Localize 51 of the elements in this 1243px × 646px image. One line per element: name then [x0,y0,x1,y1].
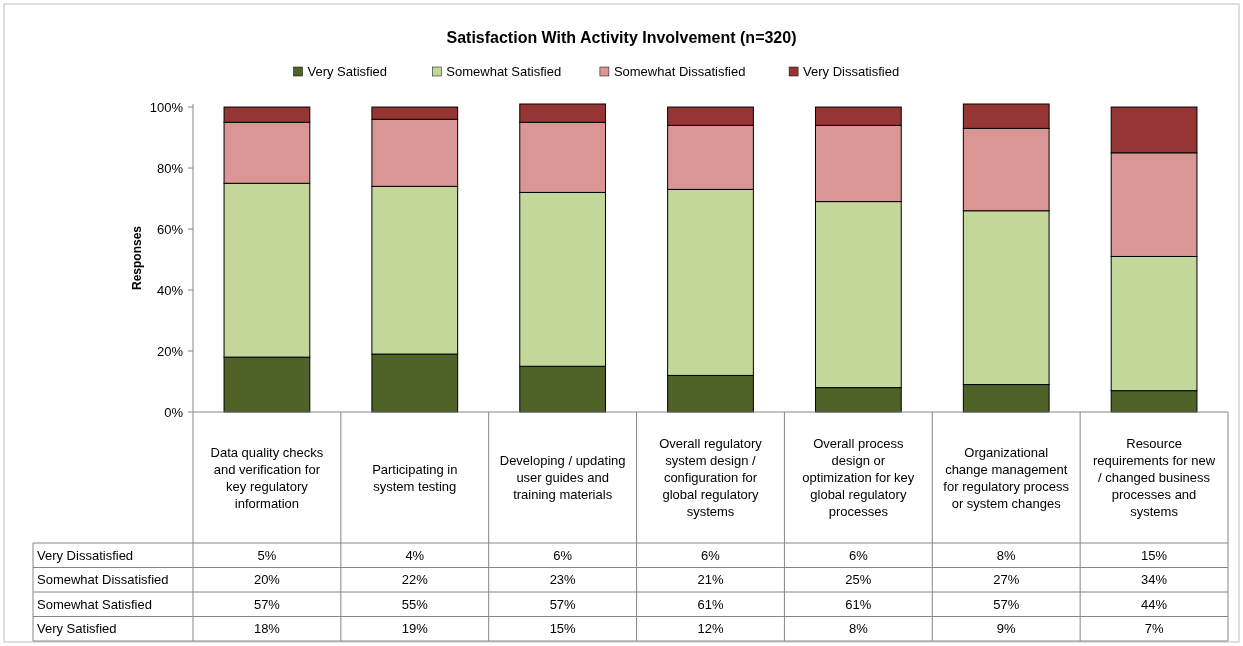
text: 4% [405,547,425,563]
text: 15% [549,621,576,637]
text: 6% [553,547,573,563]
text: 6% [848,547,868,563]
text: 6% [701,547,720,563]
text: Somewhat Dissatisfied [37,572,169,588]
x-tick-label: Data quality checks and verification for key regulatory information [210,444,324,511]
legend-label: Very Dissatisfied [803,64,900,79]
text: 55% [401,596,428,612]
y-tick-label: 40% [156,282,184,298]
text: 27% [993,572,1020,588]
text: Somewhat Satisfied [37,596,152,612]
text: Very Satisfied [37,621,117,637]
legend-label: Very Satisfied [307,64,387,79]
x-tick-label: Participating in system testing [372,461,458,494]
text: 19% [401,621,428,637]
y-axis-title: Responses [130,225,144,291]
y-tick-label: 80% [156,160,184,176]
text: 23% [549,572,576,588]
text: 8% [848,621,868,637]
y-tick-label: 100% [149,99,184,115]
text: 18% [253,621,280,637]
legend-label: Somewhat Dissatisfied [613,64,746,79]
text: 25% [845,572,872,588]
text: 57% [993,596,1020,612]
text: 61% [845,596,872,612]
text: 20% [253,572,280,588]
legend-label: Somewhat Satisfied [446,64,562,79]
text: 57% [549,596,576,612]
chart-title: Satisfaction With Activity Involvement (n=320) [446,29,797,46]
text: 7% [1144,621,1164,637]
y-tick-label: 60% [156,221,184,237]
text: 61% [697,596,724,612]
text: 12% [697,621,724,637]
x-tick-label: Resource requirements for new / changed business processes and systems [1093,436,1216,520]
x-tick-label: Overall process design or optimization for key global regulatory processes [802,436,915,520]
text: 22% [401,572,428,588]
text: Very Dissatisfied [37,547,134,563]
text: 34% [1141,572,1168,588]
text: 15% [1141,547,1168,563]
x-tick-label: Organizational change management for regulatory process or system changes [943,444,1070,511]
text: 8% [996,547,1016,563]
text: 21% [697,572,724,588]
text: 57% [253,596,280,612]
x-tick-label: Developing / updating user guides and training materials [499,453,626,503]
y-tick-label: 20% [156,343,184,359]
y-tick-label: 0% [164,404,184,420]
text: 44% [1141,596,1168,612]
text: 5% [257,547,277,563]
text: 9% [996,621,1016,637]
x-tick-label: Overall regulatory system design / configuration for global regulatory systems [659,436,763,520]
